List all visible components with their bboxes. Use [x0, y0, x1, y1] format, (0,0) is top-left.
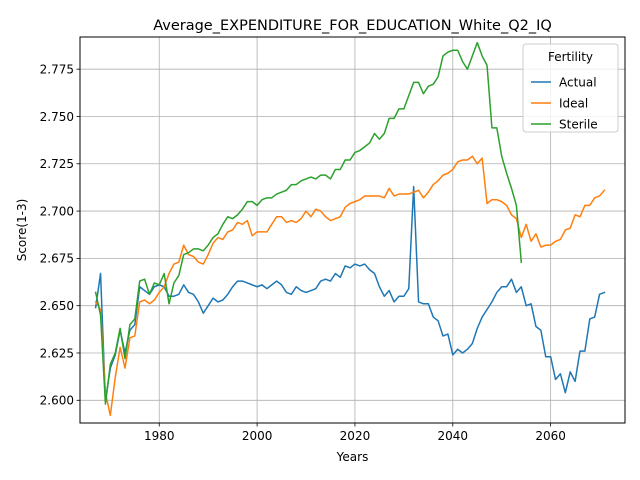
legend-box [522, 43, 619, 133]
x-tick-label: 1980 [144, 429, 175, 443]
legend-label-sterile: Sterile [559, 117, 598, 131]
legend-label-actual: Actual [559, 75, 597, 89]
x-tick-label: 2040 [438, 429, 469, 443]
series-lines [94, 41, 606, 417]
legend-label-ideal: Ideal [559, 96, 588, 110]
plot-area-frame [79, 36, 626, 424]
y-axis: 2.600 2.625 2.650 2.675 2.700 2.725 2.750 2.775 [40, 62, 80, 408]
y-tick-label: 2.725 [40, 157, 74, 171]
y-tick-label: 2.650 [40, 299, 74, 313]
y-tick-label: 2.700 [40, 204, 74, 218]
x-axis-label: Years [336, 450, 369, 464]
y-tick-label: 2.625 [40, 346, 74, 360]
series-line-ideal [94, 155, 606, 417]
grid [80, 37, 625, 423]
chart-title: Average_EXPENDITURE_FOR_EDUCATION_White_… [153, 18, 552, 34]
legend-title: Fertility [548, 50, 593, 64]
series-line-sterile [94, 41, 523, 405]
y-tick-label: 2.775 [40, 62, 74, 76]
x-tick-label: 2000 [242, 429, 273, 443]
series-line-actual [94, 185, 606, 402]
x-axis: 1980 2000 2020 2040 2060 [144, 423, 566, 443]
y-tick-label: 2.750 [40, 110, 74, 124]
y-tick-label: 2.600 [40, 394, 74, 408]
y-tick-label: 2.675 [40, 252, 74, 266]
legend: Fertility Actual Ideal Sterile [522, 43, 619, 133]
x-tick-label: 2020 [340, 429, 371, 443]
x-tick-label: 2060 [535, 429, 566, 443]
y-axis-label: Score(1-3) [15, 199, 29, 262]
